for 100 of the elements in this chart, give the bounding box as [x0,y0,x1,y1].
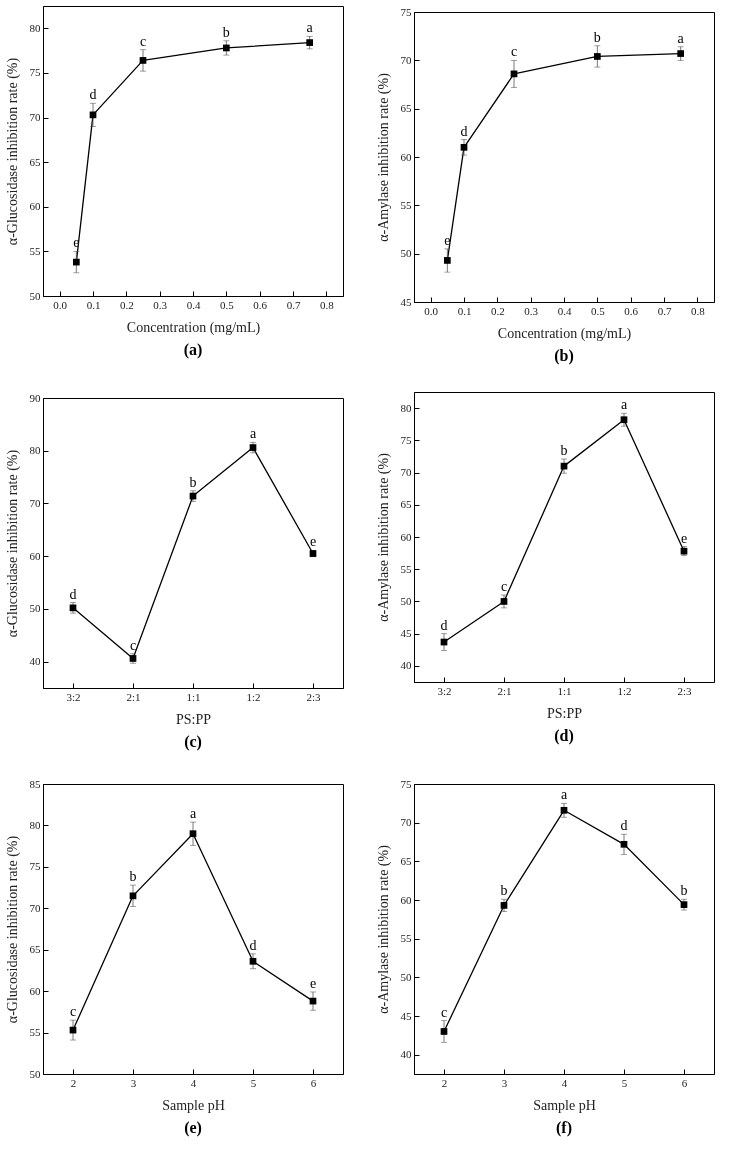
annotation: d [249,937,257,953]
x-tick-label: 1:2 [617,684,632,697]
x-axis-title: PS:PP [175,711,212,727]
annotation: b [680,883,688,899]
text: (c) [184,733,202,751]
x-tick-label: 4 [561,1076,568,1089]
x-tick-label: 2 [441,1076,448,1089]
y-tick-label: 55 [29,244,41,257]
y-tick-label: 80 [29,818,41,831]
y-axis-title: α-Glucosidase inhibition rate (%) [4,835,21,1024]
y-tick-label: 75 [400,5,412,18]
y-tick-label: 50 [29,1067,41,1080]
annotation: c [69,1004,77,1020]
x-tick-label: 0.3 [524,304,539,317]
annotation: b [222,24,230,40]
y-axis-title: α-Amylase inhibition rate (%) [375,844,392,1014]
annotation: c [440,1004,448,1020]
annotation: c [500,579,508,594]
annotation: d [440,617,448,633]
y-tick-label: 65 [400,102,412,115]
y-tick-label: 60 [400,530,412,543]
x-tick-label: 0.5 [590,304,606,317]
y-tick-label: 40 [400,659,412,672]
x-tick-label: 0.2 [490,304,505,317]
y-tick-label: 75 [29,860,41,873]
y-tick-label: 50 [400,247,412,260]
y-tick-label: 70 [29,496,41,509]
y-tick-label: 45 [400,295,412,308]
y-tick-label: 50 [29,602,41,615]
y-tick-label: 70 [400,816,412,829]
text: (e) [184,1119,202,1137]
x-tick-label: 0.6 [253,298,268,311]
y-tick-label: 40 [400,1048,412,1061]
annotation: d [69,586,77,602]
x-tick-label: 2:1 [126,690,141,703]
annotation: b [560,443,568,459]
y-tick-label: 75 [400,777,412,790]
annotation: b [129,869,137,885]
annotation: b [189,474,197,490]
x-tick-label: 0.1 [86,298,101,311]
x-tick-label: 4 [190,1076,197,1089]
x-tick-label: 0.4 [557,304,572,317]
y-tick-label: 60 [29,549,41,562]
y-tick-label: 50 [29,289,41,302]
text: (f) [556,1119,572,1137]
x-tick-label: 2:1 [497,684,512,697]
x-tick-label: 0.2 [119,298,134,311]
x-tick-label: 3:2 [437,684,452,697]
x-tick-label: 2 [70,1076,77,1089]
text: (a) [183,341,203,359]
x-tick-label: 3:2 [66,690,81,703]
x-tick-label: 0.7 [657,304,672,317]
annotation: e [309,534,317,550]
y-tick-label: 45 [400,627,412,640]
x-tick-label: 0.1 [457,304,472,317]
annotation: d [89,87,97,103]
x-tick-label: 0.0 [53,298,68,311]
y-tick-label: 90 [29,391,41,404]
y-axis-title: α-Amylase inhibition rate (%) [375,452,392,622]
x-tick-label: 0.8 [690,304,706,317]
y-tick-label: 55 [29,1026,41,1039]
y-tick-label: 60 [400,893,412,906]
annotation: b [593,29,601,45]
annotation: e [680,530,688,546]
y-tick-label: 70 [29,901,41,914]
x-tick-label: 1:1 [186,690,201,703]
annotation: b [500,883,508,899]
y-tick-label: 70 [400,53,412,66]
annotation: c [139,33,147,49]
annotation: c [129,637,137,653]
x-axis-title: PS:PP [546,705,583,721]
x-axis-title: Sample pH [533,1097,596,1113]
x-tick-label: 6 [310,1076,317,1089]
x-tick-label: 1:2 [246,690,261,703]
annotation: c [510,44,518,60]
y-tick-label: 75 [29,66,41,79]
annotation: d [620,818,628,834]
y-axis-title: α-Amylase inhibition rate (%) [375,72,392,242]
annotation: d [460,123,468,139]
annotation: a [560,787,568,803]
y-tick-label: 60 [29,984,41,997]
y-tick-label: 70 [400,466,412,479]
text: (b) [554,347,574,365]
x-tick-label: 0.0 [424,304,439,317]
x-axis-title: Concentration (mg/mL) [126,319,261,336]
y-tick-label: 80 [29,21,41,34]
x-tick-label: 0.3 [153,298,168,311]
text: (d) [554,727,574,745]
annotation: a [677,30,685,46]
annotation: e [444,232,451,248]
x-axis-title: Concentration (mg/mL) [497,325,632,342]
y-tick-label: 60 [29,200,41,213]
y-tick-label: 75 [400,433,412,446]
x-tick-label: 2:3 [306,690,322,703]
y-tick-label: 80 [29,444,41,457]
x-tick-label: 0.6 [624,304,639,317]
x-tick-label: 2:3 [677,684,693,697]
y-tick-label: 55 [400,562,412,575]
y-tick-label: 60 [400,150,412,163]
annotation: a [189,806,197,822]
